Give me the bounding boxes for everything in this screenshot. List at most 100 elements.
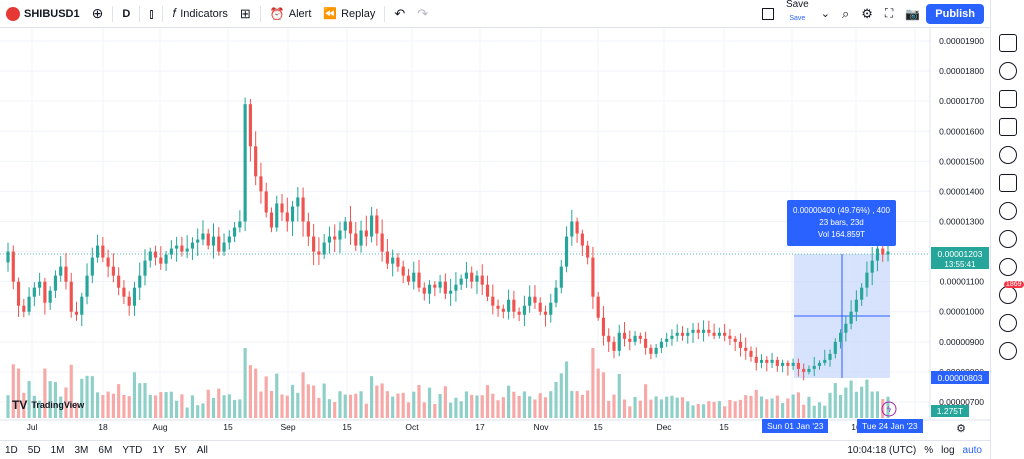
- volume-bar: [401, 392, 405, 418]
- volume-bar: [132, 372, 137, 418]
- candle-body: [765, 359, 769, 363]
- data-window-icon[interactable]: [998, 90, 1017, 108]
- candle-body: [380, 233, 384, 252]
- x-tick-label: 15: [223, 422, 233, 432]
- candle-body: [854, 299, 858, 312]
- range-ytd[interactable]: YTD: [122, 444, 143, 456]
- auto-toggle[interactable]: auto: [962, 444, 982, 456]
- notifications-icon[interactable]: 1869: [998, 281, 1024, 304]
- candle-body: [601, 317, 606, 336]
- hotlist-flame-icon[interactable]: [998, 146, 1017, 164]
- volume-bar: [364, 403, 368, 418]
- measure-tooltip: 0.00000400 (49.76%) , 400 23 bars, 23d V…: [787, 200, 896, 246]
- candle-body: [285, 212, 289, 222]
- save-menu-button[interactable]: ⌄: [815, 0, 836, 28]
- volume-bar: [875, 391, 880, 418]
- redo-button[interactable]: ↷: [411, 0, 434, 28]
- volume-bar: [823, 405, 827, 418]
- candle-body: [427, 284, 432, 294]
- clock-label[interactable]: 10:04:18 (UTC): [847, 444, 917, 456]
- x-tick-label: Oct: [405, 422, 419, 432]
- candle-body: [443, 281, 447, 294]
- indicators-label: Indicators: [180, 7, 228, 20]
- candle-body: [791, 362, 795, 366]
- volume-bar: [707, 401, 711, 418]
- volume-bar: [601, 372, 606, 418]
- volume-bar: [48, 381, 52, 418]
- candle-body: [27, 296, 31, 312]
- percent-toggle[interactable]: %: [924, 444, 934, 456]
- candle-body: [43, 281, 47, 303]
- undo-button[interactable]: ↶: [388, 0, 411, 28]
- candle-body: [254, 146, 258, 177]
- candle-body: [264, 191, 268, 213]
- candle-body: [512, 299, 516, 312]
- save-button[interactable]: Save Save: [780, 0, 815, 28]
- snapshot-button[interactable]: 📷: [899, 0, 926, 28]
- range-6m[interactable]: 6M: [98, 444, 113, 456]
- watchlist-icon[interactable]: [998, 34, 1017, 52]
- x-tick-label: Aug: [152, 422, 167, 432]
- range-3m[interactable]: 3M: [74, 444, 89, 456]
- indicators-button[interactable]: 𝑓 Indicators: [166, 0, 233, 28]
- candle-body: [269, 212, 274, 228]
- news-icon[interactable]: [998, 118, 1017, 136]
- compare-symbol-button[interactable]: ⊕: [86, 0, 110, 28]
- y-tick-label: 0.00000700: [939, 397, 984, 407]
- quick-search-button[interactable]: ⌕: [836, 0, 855, 28]
- volume-bar: [306, 384, 310, 418]
- range-1d[interactable]: 1D: [5, 444, 18, 456]
- replay-button[interactable]: ⏪ Replay: [317, 0, 381, 28]
- candle-body: [438, 281, 442, 288]
- candle-body: [312, 236, 316, 252]
- play-circle-icon[interactable]: [998, 258, 1017, 276]
- calendar-icon[interactable]: [998, 174, 1017, 192]
- chat-icon[interactable]: [998, 230, 1017, 248]
- layout-button[interactable]: [756, 0, 780, 28]
- fullscreen-button[interactable]: ⛶: [879, 0, 899, 28]
- templates-button[interactable]: ⊞: [234, 0, 257, 28]
- candle-body: [306, 221, 310, 237]
- candle-body: [433, 284, 437, 288]
- bottom-right-controls: 10:04:18 (UTC) % log auto: [847, 445, 990, 456]
- range-5y[interactable]: 5Y: [174, 444, 187, 456]
- candle-body: [106, 257, 110, 267]
- volume-bar: [22, 392, 26, 418]
- interval-button[interactable]: D: [116, 0, 136, 28]
- candle-body: [507, 299, 511, 312]
- range-1m[interactable]: 1M: [50, 444, 65, 456]
- settings-button[interactable]: ⚙: [855, 0, 879, 28]
- volume-bar: [607, 400, 611, 418]
- volume-bar: [496, 400, 500, 418]
- volume-bar: [512, 391, 516, 418]
- candle-body: [828, 353, 832, 360]
- lightbulb-icon[interactable]: [998, 202, 1017, 220]
- candle-body: [59, 266, 63, 276]
- volume-bar: [285, 395, 289, 418]
- candle-body: [628, 338, 632, 342]
- volume-bar: [559, 373, 563, 418]
- help-icon[interactable]: [998, 342, 1017, 360]
- alert-button[interactable]: ⏰ Alert: [264, 0, 318, 28]
- volume-bar: [217, 388, 221, 418]
- symbol-search[interactable]: SHIBUSD1: [0, 0, 86, 28]
- volume-bar: [870, 391, 874, 418]
- symbol-label: SHIBUSD1: [24, 7, 80, 20]
- chart-type-button[interactable]: ⫾: [143, 0, 159, 28]
- candle-body: [217, 236, 221, 252]
- candle-body: [696, 329, 700, 333]
- signal-icon[interactable]: [998, 314, 1017, 332]
- candle-body: [596, 296, 600, 318]
- volume-bar: [312, 385, 316, 418]
- range-1y[interactable]: 1Y: [152, 444, 165, 456]
- candle-body: [359, 230, 363, 246]
- candle-body: [633, 335, 637, 342]
- alarm-icon[interactable]: [998, 62, 1017, 80]
- range-5d[interactable]: 5D: [27, 444, 41, 456]
- candle-body: [522, 305, 526, 315]
- range-all[interactable]: All: [196, 444, 208, 456]
- log-toggle[interactable]: log: [941, 444, 955, 456]
- volume-bar: [38, 400, 42, 418]
- publish-button[interactable]: Publish: [926, 3, 984, 24]
- save-sub-label: Save: [789, 14, 806, 22]
